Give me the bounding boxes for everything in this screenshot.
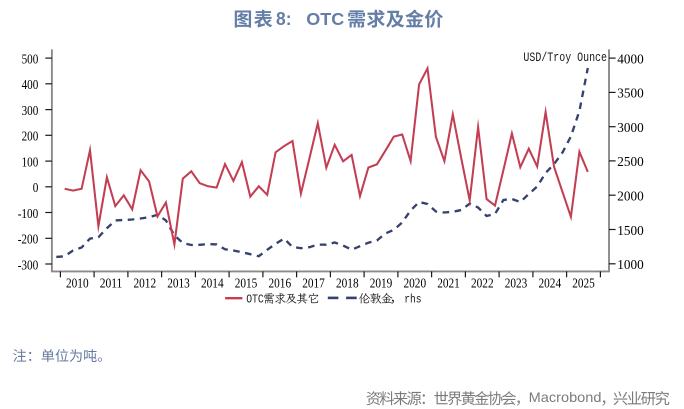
svg-text:2016: 2016: [269, 276, 292, 291]
svg-text:2010: 2010: [66, 276, 89, 291]
svg-text:2020: 2020: [404, 276, 427, 291]
svg-text:0: 0: [33, 180, 39, 195]
svg-text:2021: 2021: [437, 276, 460, 291]
svg-text:3000: 3000: [617, 120, 644, 135]
svg-text:1500: 1500: [617, 223, 644, 238]
svg-text:500: 500: [22, 51, 39, 66]
svg-text:1000: 1000: [617, 257, 644, 272]
svg-text:2017: 2017: [302, 276, 325, 291]
svg-text:rhs: rhs: [404, 293, 421, 307]
svg-text:200: 200: [22, 129, 39, 144]
svg-text:2014: 2014: [201, 276, 224, 291]
svg-text:2025: 2025: [572, 276, 595, 291]
svg-text:3500: 3500: [617, 86, 644, 101]
svg-text:2024: 2024: [539, 276, 562, 291]
svg-text:300: 300: [22, 103, 39, 118]
svg-text:-200: -200: [18, 232, 39, 247]
svg-text:2012: 2012: [134, 276, 157, 291]
svg-text:2023: 2023: [505, 276, 528, 291]
svg-text:2018: 2018: [336, 276, 359, 291]
svg-text:2013: 2013: [167, 276, 190, 291]
svg-text:4000: 4000: [617, 51, 644, 66]
svg-text:USD/Troy Ounce: USD/Troy Ounce: [523, 50, 607, 65]
svg-text:2019: 2019: [370, 276, 393, 291]
svg-text:Macrobond: Macrobond: [529, 389, 602, 405]
svg-text:2011: 2011: [100, 276, 123, 291]
svg-text:2000: 2000: [617, 189, 644, 204]
svg-text:8:: 8:: [276, 8, 292, 29]
svg-text:OTC: OTC: [306, 9, 344, 29]
svg-text:2022: 2022: [471, 276, 494, 291]
svg-text:2015: 2015: [235, 276, 258, 291]
svg-text:OTC: OTC: [246, 293, 264, 307]
svg-text:400: 400: [22, 77, 39, 92]
svg-text:100: 100: [22, 154, 39, 169]
svg-text:2500: 2500: [617, 154, 644, 169]
svg-text:-100: -100: [18, 206, 39, 221]
svg-text:-300: -300: [18, 257, 39, 272]
